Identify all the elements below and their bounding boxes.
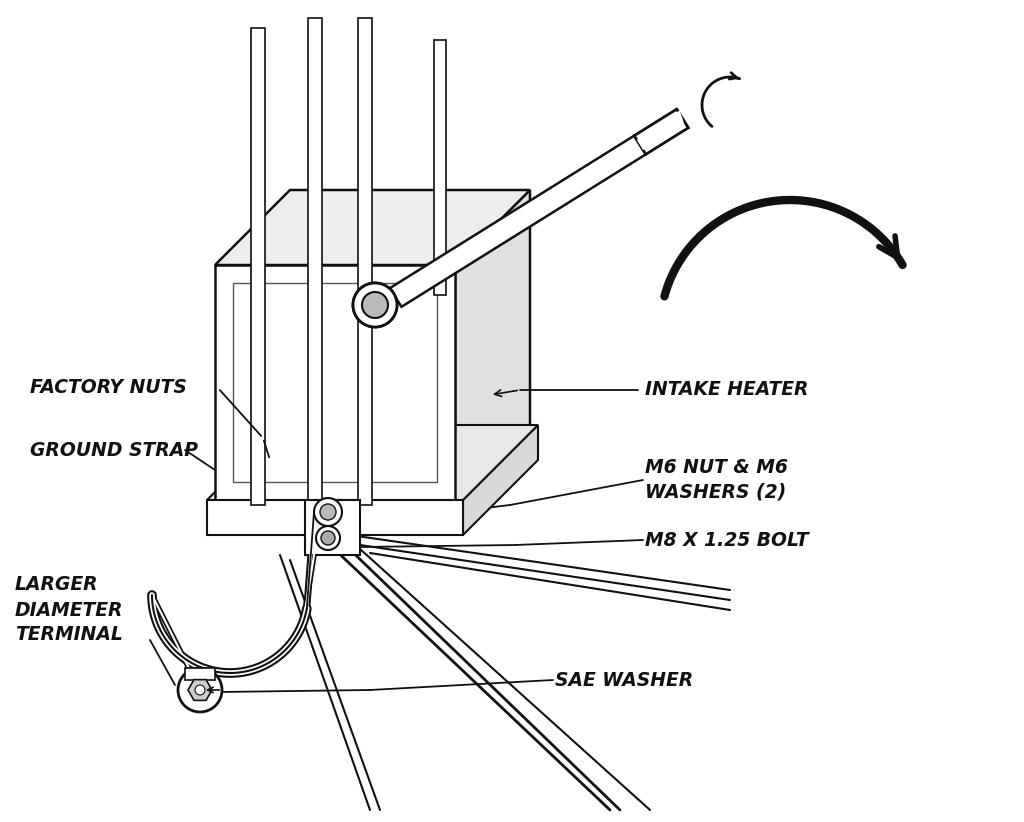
Polygon shape xyxy=(185,668,215,680)
Circle shape xyxy=(314,498,342,526)
Polygon shape xyxy=(305,500,360,555)
Text: FACTORY NUTS: FACTORY NUTS xyxy=(30,378,186,398)
Polygon shape xyxy=(308,18,322,505)
Polygon shape xyxy=(390,136,646,307)
Polygon shape xyxy=(215,190,530,265)
Circle shape xyxy=(178,668,222,712)
Polygon shape xyxy=(215,265,455,500)
Text: LARGER
DIAMETER
TERMINAL: LARGER DIAMETER TERMINAL xyxy=(15,575,124,644)
Polygon shape xyxy=(463,425,538,535)
Text: GROUND STRAP: GROUND STRAP xyxy=(30,441,198,459)
Polygon shape xyxy=(637,110,685,150)
Circle shape xyxy=(370,300,380,310)
Text: M8 X 1.25 BOLT: M8 X 1.25 BOLT xyxy=(645,530,809,549)
Polygon shape xyxy=(455,190,530,500)
Circle shape xyxy=(321,531,335,545)
Polygon shape xyxy=(188,680,212,700)
Text: M6 NUT & M6
WASHERS (2): M6 NUT & M6 WASHERS (2) xyxy=(645,458,787,502)
Polygon shape xyxy=(634,109,688,155)
Polygon shape xyxy=(207,425,538,500)
Circle shape xyxy=(362,292,388,318)
Text: INTAKE HEATER: INTAKE HEATER xyxy=(645,381,809,399)
Circle shape xyxy=(319,504,336,520)
Circle shape xyxy=(353,283,397,327)
Polygon shape xyxy=(233,283,437,482)
Polygon shape xyxy=(207,500,463,535)
Circle shape xyxy=(353,283,397,327)
Circle shape xyxy=(195,685,205,695)
Polygon shape xyxy=(251,28,265,505)
Polygon shape xyxy=(358,18,372,505)
Polygon shape xyxy=(434,40,446,295)
Circle shape xyxy=(316,526,340,550)
Circle shape xyxy=(362,292,388,318)
Text: SAE WASHER: SAE WASHER xyxy=(555,671,693,690)
